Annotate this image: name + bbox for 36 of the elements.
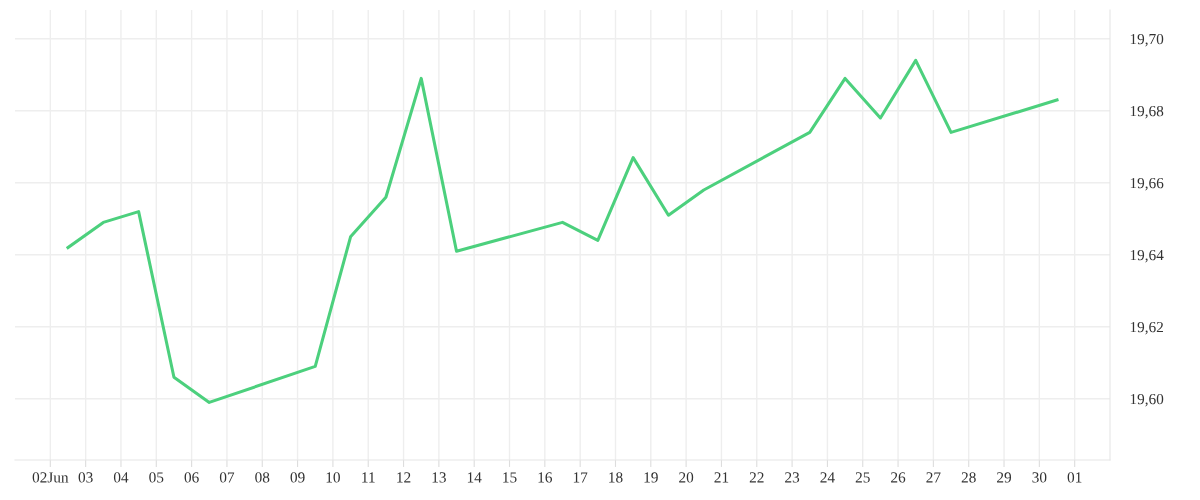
x-tick-label: 28 (961, 472, 976, 483)
x-tick-label: 06 (184, 472, 199, 483)
x-tick-label: 10 (326, 472, 340, 483)
x-tick-label: 25 (855, 472, 870, 483)
x-tick-label: 13 (432, 472, 446, 483)
y-tick-label: 19,64 (1130, 249, 1164, 263)
x-tick-label: 15 (503, 472, 517, 483)
y-tick-label: 19,70 (1130, 33, 1164, 47)
x-tick-label: 23 (785, 472, 800, 483)
x-tick-label: 12 (397, 472, 411, 483)
x-tick-label: 16 (538, 472, 553, 483)
x-tick-label: 05 (149, 472, 164, 483)
y-tick-label: 19,68 (1130, 105, 1164, 119)
x-tick-label: 21 (714, 472, 729, 483)
x-tick-label: 19 (644, 472, 658, 483)
x-tick-label: 20 (679, 472, 694, 483)
x-tick-label: 29 (997, 472, 1012, 483)
x-tick-label: 04 (113, 472, 129, 483)
x-tick-label: 07 (219, 472, 235, 483)
x-tick-label: 18 (609, 472, 623, 483)
x-tick-label: 08 (255, 472, 270, 483)
y-tick-label: 19,60 (1130, 393, 1164, 407)
y-tick-label: 19,62 (1130, 321, 1163, 335)
x-tick-label: 22 (749, 472, 764, 483)
x-tick-label: 14 (467, 472, 482, 483)
x-tick-label: 17 (573, 472, 588, 483)
x-tick-label: 24 (820, 472, 835, 483)
x-tick-label: 30 (1032, 472, 1047, 483)
x-tick-label: 09 (290, 472, 305, 483)
x-tick-label: 01 (1067, 472, 1082, 483)
y-tick-label: 19,66 (1130, 177, 1164, 191)
x-tick-label: 02Jun (32, 472, 69, 483)
x-tick-label: 03 (78, 472, 93, 483)
x-tick-label: 26 (891, 472, 906, 483)
x-tick-label: 27 (926, 472, 941, 483)
x-tick-label: 11 (362, 472, 375, 483)
